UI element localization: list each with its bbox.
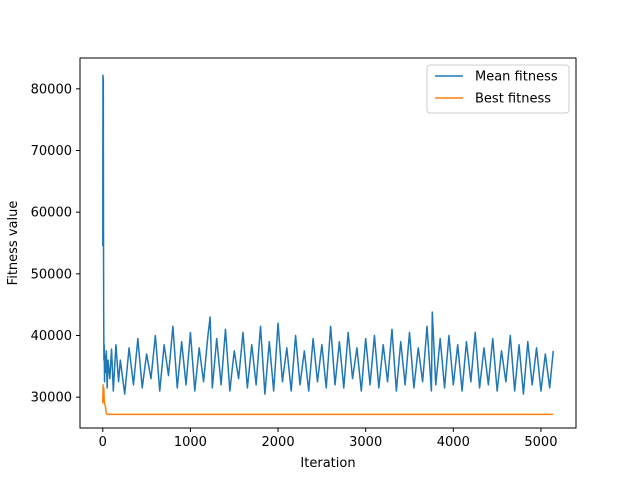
- legend-box: [426, 64, 570, 114]
- x-tick-label: 2000: [262, 435, 295, 450]
- y-tick-label: 80000: [31, 82, 72, 97]
- y-tick-label: 40000: [31, 329, 72, 344]
- x-ticks: 0 1000 2000 3000 4000 5000: [99, 428, 557, 450]
- x-tick-label: 1000: [174, 435, 207, 450]
- x-axis-label: Iteration: [300, 456, 355, 471]
- legend-label-mean-fitness: Mean fitness: [475, 70, 558, 85]
- x-tick-label: 5000: [524, 435, 557, 450]
- legend-label-best-fitness: Best fitness: [475, 92, 551, 107]
- y-tick-label: 70000: [31, 144, 72, 159]
- x-tick-label: 3000: [349, 435, 382, 450]
- plot-frame: [79, 57, 577, 429]
- x-tick-label: 4000: [437, 435, 470, 450]
- series-line-best-fitness: [102, 384, 554, 416]
- series-line-mean-fitness: [102, 74, 554, 395]
- series-layer: [102, 74, 554, 416]
- y-tick-label: 50000: [31, 267, 72, 282]
- y-ticks: 30000 40000 50000 60000 70000 80000: [31, 82, 80, 406]
- y-tick-label: 30000: [31, 391, 72, 406]
- y-axis-label: Fitness value: [6, 201, 21, 286]
- legend: Mean fitness Best fitness: [426, 64, 570, 114]
- y-tick-label: 60000: [31, 206, 72, 221]
- x-tick-label: 0: [99, 435, 107, 450]
